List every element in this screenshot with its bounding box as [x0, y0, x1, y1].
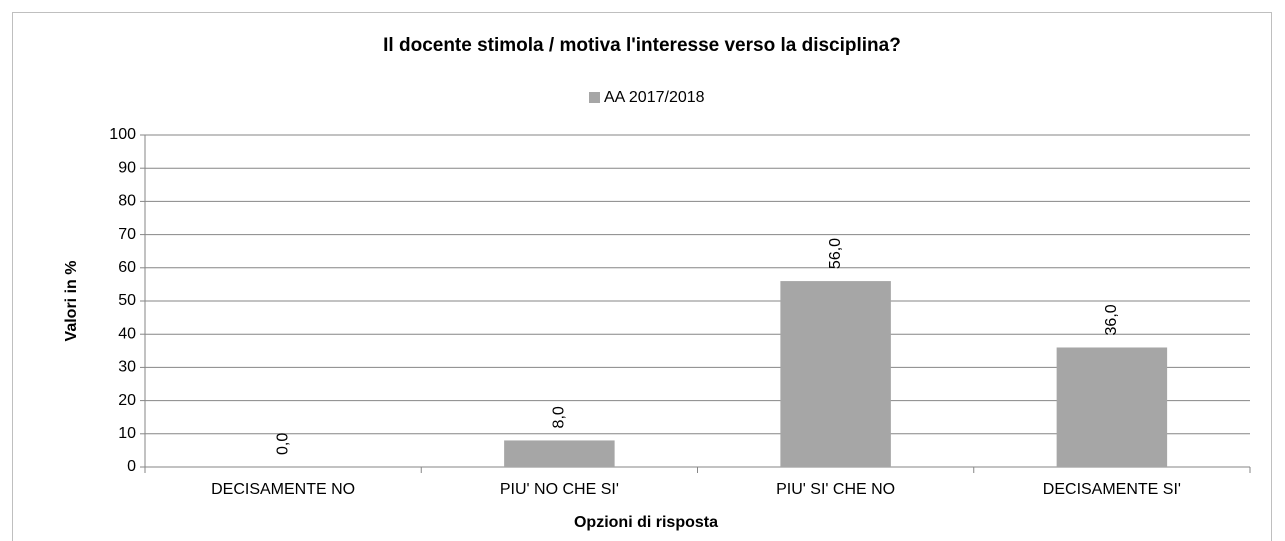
y-tick-label: 40 — [118, 325, 136, 342]
bar — [504, 440, 615, 467]
y-tick-label: 90 — [118, 159, 136, 176]
y-tick-label: 50 — [118, 292, 136, 309]
legend-label: AA 2017/2018 — [604, 89, 705, 106]
x-axis-label: Opzioni di risposta — [574, 514, 718, 531]
y-tick-label: 80 — [118, 193, 136, 210]
data-label: 8,0 — [551, 406, 568, 428]
x-tick-label: PIU' SI' CHE NO — [776, 481, 895, 498]
data-label: 0,0 — [274, 433, 291, 455]
y-tick-label: 70 — [118, 226, 136, 243]
x-tick-label: DECISAMENTE NO — [211, 481, 355, 498]
y-tick-label: 20 — [118, 392, 136, 409]
bar — [780, 281, 891, 467]
y-tick-label: 10 — [118, 425, 136, 442]
data-label: 56,0 — [827, 238, 844, 269]
y-tick-label: 100 — [109, 126, 136, 143]
chart-title: Il docente stimola / motiva l'interesse … — [383, 35, 901, 56]
x-tick-label: DECISAMENTE SI' — [1043, 481, 1181, 498]
y-tick-label: 60 — [118, 259, 136, 276]
x-tick-label: PIU' NO CHE SI' — [500, 481, 619, 498]
y-tick-label: 30 — [118, 359, 136, 376]
y-tick-label: 0 — [127, 458, 136, 475]
bar — [1056, 347, 1168, 467]
data-label: 36,0 — [1103, 304, 1120, 335]
legend-swatch — [589, 92, 600, 103]
y-axis-label: Valori in % — [63, 261, 80, 342]
